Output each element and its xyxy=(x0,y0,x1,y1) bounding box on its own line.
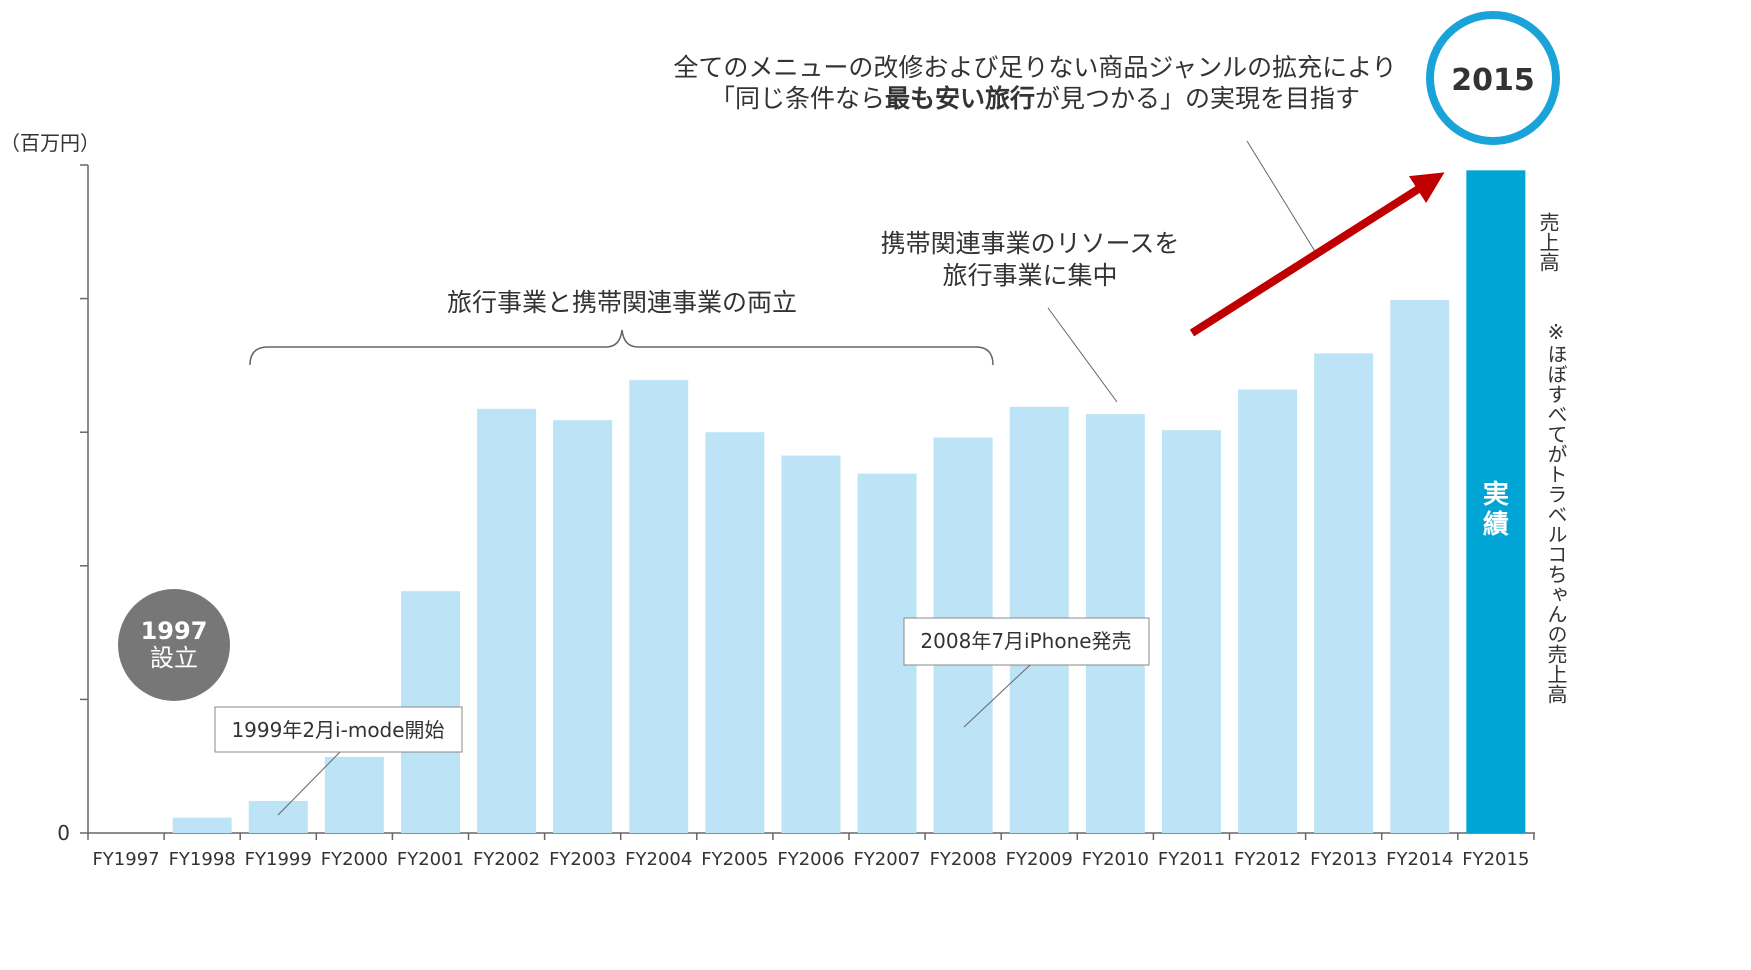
brace-label: 旅行事業と携帯関連事業の両立 xyxy=(447,288,797,317)
imode-callout-box xyxy=(214,706,463,753)
iphone-leader-line xyxy=(963,664,1031,728)
bar-fy2003 xyxy=(553,420,613,833)
headline-line-2-bold: 最も安い旅行 xyxy=(885,84,1035,113)
x-tick-label-fy2001: FY2001 xyxy=(397,849,464,870)
headline-line-2: 「同じ条件なら最も安い旅行が見つかる」の実現を目指す xyxy=(710,84,1360,113)
imode-leader-line xyxy=(277,751,341,816)
x-tick-label-fy2010: FY2010 xyxy=(1082,849,1149,870)
x-tick-label-fy2015: FY2015 xyxy=(1462,849,1529,870)
highlight-bar-label: 実 績 xyxy=(1483,479,1509,540)
bar-fy1999 xyxy=(248,800,308,833)
highlight-label-char-1: 実 xyxy=(1483,479,1509,510)
x-tick-label-fy2008: FY2008 xyxy=(930,849,997,870)
x-tick-label-fy2003: FY2003 xyxy=(549,849,616,870)
bar-fy2013 xyxy=(1314,353,1374,833)
bar-fy2006 xyxy=(781,455,841,833)
bar-fy2002 xyxy=(477,408,537,833)
x-tick-label-fy2004: FY2004 xyxy=(625,849,692,870)
bar-fy2000 xyxy=(324,756,384,833)
founded-year: 1997 xyxy=(141,617,208,645)
x-ticks xyxy=(87,833,1535,840)
headline-line-1: 全てのメニューの改修および足りない商品ジャンルの拡充により xyxy=(673,53,1396,82)
x-tick-label-fy2011: FY2011 xyxy=(1158,849,1225,870)
bar-fy1998 xyxy=(172,817,232,833)
badge-2015-circle xyxy=(1426,11,1560,145)
focus-label-line-1: 携帯関連事業のリソースを xyxy=(881,229,1180,258)
y-ticks xyxy=(80,164,88,834)
y-tick-label-zero: 0 xyxy=(57,821,70,845)
unit-label: （百万円） xyxy=(0,131,100,155)
focus-label-line-2: 旅行事業に集中 xyxy=(942,261,1117,290)
x-tick-label-fy2013: FY2013 xyxy=(1310,849,1377,870)
footnote-vertical: ※ほぼすべてがトラベルコちゃんの売上高 xyxy=(1544,320,1568,704)
imode-callout-text: 1999年2月i-mode開始 xyxy=(231,718,444,742)
headline-leader-line xyxy=(1246,140,1317,254)
bar-fy2011 xyxy=(1161,430,1221,833)
bar-fy2014 xyxy=(1390,299,1450,833)
badge-2015-text: 2015 xyxy=(1451,63,1535,98)
x-tick-labels: FY1997 FY1998 FY1999 FY2000 FY2001 FY2002 FY20… xyxy=(92,849,1529,870)
bar-fy2015 xyxy=(1466,170,1526,833)
highlight-label-char-2: 績 xyxy=(1483,510,1509,540)
headline-line-2-pre: 「同じ条件なら xyxy=(710,84,885,113)
x-tick-label-fy2005: FY2005 xyxy=(701,849,768,870)
bar-fy2004 xyxy=(629,380,689,833)
founded-circle xyxy=(118,589,230,701)
side-label-sales: 売上高 xyxy=(1536,212,1560,272)
x-tick-label-fy2007: FY2007 xyxy=(853,849,920,870)
period-brace xyxy=(249,329,994,366)
x-tick-label-fy2012: FY2012 xyxy=(1234,849,1301,870)
x-tick-label-fy1997: FY1997 xyxy=(92,849,159,870)
x-tick-label-fy2014: FY2014 xyxy=(1386,849,1453,870)
x-tick-label-fy1999: FY1999 xyxy=(245,849,312,870)
x-tick-label-fy2009: FY2009 xyxy=(1006,849,1073,870)
bar-fy2005 xyxy=(705,432,765,833)
iphone-callout-text: 2008年7月iPhone発売 xyxy=(920,629,1131,653)
growth-arrow xyxy=(1189,172,1445,337)
focus-leader-line xyxy=(1047,307,1118,403)
iphone-callout-box xyxy=(903,617,1150,666)
x-tick-label-fy1998: FY1998 xyxy=(169,849,236,870)
x-tick-label-fy2006: FY2006 xyxy=(777,849,844,870)
bar-fy2012 xyxy=(1238,389,1298,833)
headline-line-2-post: が見つかる」の実現を目指す xyxy=(1035,84,1360,113)
founded-label: 設立 xyxy=(150,644,198,672)
x-tick-label-fy2002: FY2002 xyxy=(473,849,540,870)
x-tick-label-fy2000: FY2000 xyxy=(321,849,388,870)
